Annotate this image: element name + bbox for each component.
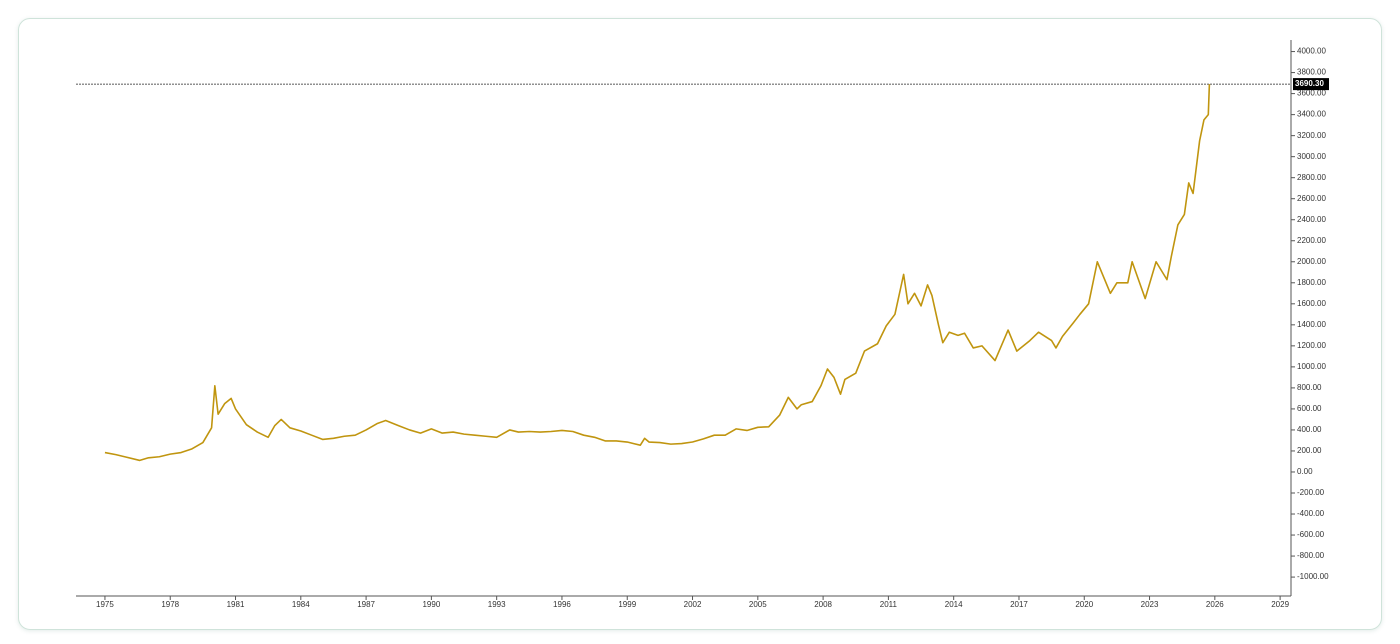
x-tick-label: 2029 bbox=[1271, 600, 1289, 609]
y-tick-label: 2000.00 bbox=[1297, 257, 1326, 266]
x-tick-label: 1996 bbox=[553, 600, 571, 609]
x-tick-label: 2011 bbox=[880, 600, 898, 609]
y-tick-label: 2400.00 bbox=[1297, 215, 1326, 224]
y-tick-label: 2600.00 bbox=[1297, 194, 1326, 203]
y-tick-label: 200.00 bbox=[1297, 446, 1322, 455]
y-tick-label: -600.00 bbox=[1297, 530, 1325, 539]
x-tick-label: 2005 bbox=[749, 600, 767, 609]
y-tick-label: 3600.00 bbox=[1297, 89, 1326, 98]
x-tick-label: 1993 bbox=[488, 600, 506, 609]
x-tick-label: 1984 bbox=[292, 600, 310, 609]
x-tick-label: 2026 bbox=[1206, 600, 1224, 609]
y-tick-label: 1600.00 bbox=[1297, 299, 1326, 308]
y-tick-label: 1000.00 bbox=[1297, 362, 1326, 371]
current-price-badge bbox=[1293, 78, 1329, 91]
x-tick-label: 1978 bbox=[161, 600, 179, 609]
y-tick-label: -1000.00 bbox=[1297, 572, 1329, 581]
x-tick-label: 2002 bbox=[684, 600, 702, 609]
x-tick-label: 1999 bbox=[618, 600, 636, 609]
y-tick-label: 3400.00 bbox=[1297, 110, 1326, 119]
y-tick-label: 800.00 bbox=[1297, 383, 1322, 392]
y-tick-label: -800.00 bbox=[1297, 551, 1325, 560]
y-tick-label: 1200.00 bbox=[1297, 341, 1326, 350]
y-tick-label: 2200.00 bbox=[1297, 236, 1326, 245]
current-price-label: 3690.30 bbox=[1295, 79, 1324, 88]
y-tick-label: 600.00 bbox=[1297, 404, 1322, 413]
y-tick-label: 3200.00 bbox=[1297, 131, 1326, 140]
x-tick-label: 1990 bbox=[422, 600, 440, 609]
x-tick-label: 2008 bbox=[814, 600, 832, 609]
x-tick-label: 1987 bbox=[357, 600, 375, 609]
y-tick-label: 1800.00 bbox=[1297, 278, 1326, 287]
x-tick-label: 2014 bbox=[945, 600, 963, 609]
y-tick-label: 1400.00 bbox=[1297, 320, 1326, 329]
price-line bbox=[104, 84, 1211, 462]
y-tick-label: -200.00 bbox=[1297, 488, 1325, 497]
x-tick-label: 2023 bbox=[1141, 600, 1159, 609]
y-tick-label: 400.00 bbox=[1297, 425, 1322, 434]
x-tick-label: 1975 bbox=[96, 600, 114, 609]
card bbox=[18, 18, 1382, 630]
y-tick-label: 0.00 bbox=[1297, 467, 1313, 476]
x-tick-label: 1981 bbox=[227, 600, 245, 609]
x-tick-label: 2017 bbox=[1010, 600, 1028, 609]
y-tick-label: 4000.00 bbox=[1297, 47, 1326, 56]
y-tick-label: 3000.00 bbox=[1297, 152, 1326, 161]
y-tick-label: -400.00 bbox=[1297, 509, 1325, 518]
y-tick-label: 3800.00 bbox=[1297, 68, 1326, 77]
y-tick-label: 2800.00 bbox=[1297, 173, 1326, 182]
x-tick-label: 2020 bbox=[1075, 600, 1093, 609]
